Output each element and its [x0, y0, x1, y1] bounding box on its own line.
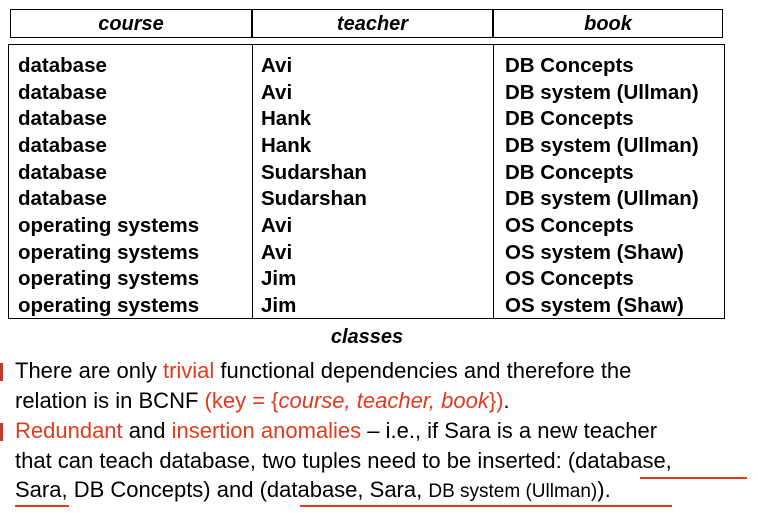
course-cell: operating systems — [18, 293, 200, 317]
bullet-1-line-1: There are only trivial functional depend… — [15, 358, 632, 383]
teacher-cell: Hank — [261, 133, 312, 157]
book-cell: OS Concepts — [505, 267, 634, 291]
table-caption: classes — [330, 326, 404, 348]
bullet-2-line-2: that can teach database, two tuples need… — [15, 448, 672, 473]
book-cell: OS Concepts — [505, 213, 634, 237]
teacher-cell: Hank — [261, 107, 312, 131]
emphasis-underline — [300, 505, 672, 507]
teacher-column: Avi Avi Hank Hank Sudarshan Sudarshan Avi Avi Ji… — [261, 53, 367, 320]
course-cell: database — [18, 54, 107, 77]
book-cell: DB system (Ullman) — [505, 187, 699, 211]
teacher-cell: Jim — [261, 267, 297, 291]
column-header-teacher: teacher — [252, 9, 493, 38]
course-cell: operating systems — [18, 213, 200, 237]
classes-table: database database database database database… — [8, 44, 725, 319]
column-header-course: course — [10, 9, 252, 38]
teacher-cell: Avi — [261, 240, 293, 264]
book-cell: OS system (Shaw) — [505, 240, 684, 264]
column-divider — [252, 45, 253, 318]
bullet-marker — [0, 363, 3, 381]
book-cell: DB system (Ullman) — [505, 80, 699, 104]
bullet-2-line-1: Redundant and insertion anomalies – i.e.… — [15, 418, 658, 443]
book-column: DB Concepts DB system (Ullman) DB Concepts… — [505, 53, 699, 320]
column-header-book: book — [493, 9, 723, 38]
book-cell: DB system (Ullman) — [505, 133, 699, 157]
course-cell: database — [18, 107, 107, 131]
emphasis-underline — [640, 477, 747, 479]
course-cell: operating systems — [18, 267, 200, 291]
bullet-2-line-3: Sara, DB Concepts) and (database, Sara, … — [15, 477, 611, 502]
course-cell: database — [18, 187, 107, 211]
book-cell: DB Concepts — [505, 107, 634, 131]
teacher-cell: Sudarshan — [261, 187, 367, 211]
teacher-cell: Sudarshan — [261, 160, 367, 184]
teacher-cell: Avi — [261, 213, 293, 237]
course-cell: database — [18, 160, 107, 184]
column-divider — [493, 45, 494, 318]
book-cell: OS system (Shaw) — [505, 293, 684, 317]
book-cell: DB Concepts — [505, 160, 634, 184]
emphasis-underline — [15, 505, 69, 507]
bullet-marker — [0, 423, 3, 441]
course-cell: database — [18, 133, 107, 157]
course-column: database database database database database… — [18, 53, 199, 320]
course-cell: database — [18, 80, 107, 104]
course-cell: operating systems — [18, 240, 200, 264]
teacher-cell: Jim — [261, 293, 297, 317]
bullet-1-line-2: relation is in BCNF (key = {course, teac… — [15, 388, 510, 413]
teacher-cell: Avi — [261, 80, 293, 104]
teacher-cell: Avi — [261, 54, 293, 77]
book-cell: DB Concepts — [505, 54, 634, 77]
